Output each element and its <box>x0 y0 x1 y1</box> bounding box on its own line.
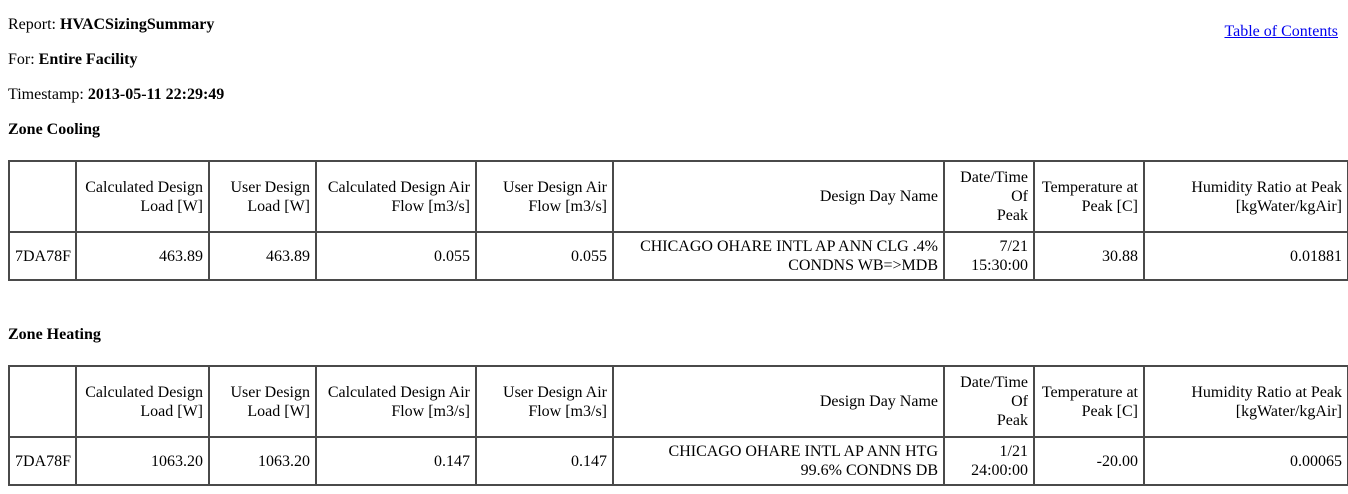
timestamp-line: Timestamp: 2013-05-11 22:29:49 <box>8 85 1340 104</box>
calculated-design-air-flow-cell: 0.055 <box>316 232 476 280</box>
zone-name-cell: 7DA78F <box>9 437 76 485</box>
user-design-load-cell: 1063.20 <box>209 437 316 485</box>
column-header-user-design-air-flow: User Design Air Flow [m3/s] <box>476 161 613 232</box>
design-day-name-cell: CHICAGO OHARE INTL AP ANN HTG 99.6% COND… <box>613 437 944 485</box>
timestamp-label: Timestamp: <box>8 86 88 103</box>
column-header-calculated-design-air-flow: Calculated Design Air Flow [m3/s] <box>316 161 476 232</box>
section-title-zone-heating: Zone Heating <box>8 325 1340 344</box>
column-header-calculated-design-air-flow: Calculated Design Air Flow [m3/s] <box>316 366 476 437</box>
column-header-temperature-at-peak: Temperature at Peak [C] <box>1034 161 1144 232</box>
column-header-user-design-air-flow: User Design Air Flow [m3/s] <box>476 366 613 437</box>
column-header-blank <box>9 161 76 232</box>
table-row: 7DA78F 1063.20 1063.20 0.147 0.147 CHICA… <box>9 437 1348 485</box>
column-header-user-design-load: User Design Load [W] <box>209 161 316 232</box>
section-title-text: Zone Heating <box>8 326 101 343</box>
table-of-contents-link[interactable]: Table of Contents <box>1224 23 1338 40</box>
report-line: Report: HVACSizingSummary <box>8 15 1340 34</box>
for-value: Entire Facility <box>38 51 138 68</box>
column-header-blank <box>9 366 76 437</box>
humidity-ratio-at-peak-cell: 0.00065 <box>1144 437 1348 485</box>
column-header-humidity-ratio-at-peak: Humidity Ratio at Peak [kgWater/kgAir] <box>1144 366 1348 437</box>
temperature-at-peak-cell: 30.88 <box>1034 232 1144 280</box>
humidity-ratio-at-peak-cell: 0.01881 <box>1144 232 1348 280</box>
column-header-calculated-design-load: Calculated Design Load [W] <box>76 161 209 232</box>
date-time-of-peak-cell: 1/21 24:00:00 <box>944 437 1034 485</box>
temperature-at-peak-cell: -20.00 <box>1034 437 1144 485</box>
zone-heating-table: Calculated Design Load [W] User Design L… <box>8 365 1348 486</box>
section-title-text: Zone Cooling <box>8 121 101 138</box>
report-value: HVACSizingSummary <box>60 16 215 33</box>
section-title-zone-cooling: Zone Cooling <box>8 120 1340 139</box>
table-header-row: Calculated Design Load [W] User Design L… <box>9 161 1348 232</box>
column-header-design-day-name: Design Day Name <box>613 161 944 232</box>
zone-cooling-table: Calculated Design Load [W] User Design L… <box>8 160 1348 281</box>
user-design-air-flow-cell: 0.055 <box>476 232 613 280</box>
for-line: For: Entire Facility <box>8 50 1340 69</box>
report-label: Report: <box>8 16 60 33</box>
timestamp-value: 2013-05-11 22:29:49 <box>87 86 225 103</box>
zone-name-cell: 7DA78F <box>9 232 76 280</box>
column-header-humidity-ratio-at-peak: Humidity Ratio at Peak [kgWater/kgAir] <box>1144 161 1348 232</box>
user-design-load-cell: 463.89 <box>209 232 316 280</box>
column-header-date-time-of-peak: Date/Time Of Peak <box>944 366 1034 437</box>
column-header-date-time-of-peak: Date/Time Of Peak <box>944 161 1034 232</box>
for-label: For: <box>8 51 39 68</box>
table-row: 7DA78F 463.89 463.89 0.055 0.055 CHICAGO… <box>9 232 1348 280</box>
user-design-air-flow-cell: 0.147 <box>476 437 613 485</box>
column-header-user-design-load: User Design Load [W] <box>209 366 316 437</box>
table-header-row: Calculated Design Load [W] User Design L… <box>9 366 1348 437</box>
report-page: Table of Contents Report: HVACSizingSumm… <box>8 15 1348 486</box>
date-time-of-peak-cell: 7/21 15:30:00 <box>944 232 1034 280</box>
column-header-temperature-at-peak: Temperature at Peak [C] <box>1034 366 1144 437</box>
calculated-design-load-cell: 463.89 <box>76 232 209 280</box>
calculated-design-load-cell: 1063.20 <box>76 437 209 485</box>
column-header-design-day-name: Design Day Name <box>613 366 944 437</box>
design-day-name-cell: CHICAGO OHARE INTL AP ANN CLG .4% CONDNS… <box>613 232 944 280</box>
calculated-design-air-flow-cell: 0.147 <box>316 437 476 485</box>
column-header-calculated-design-load: Calculated Design Load [W] <box>76 366 209 437</box>
